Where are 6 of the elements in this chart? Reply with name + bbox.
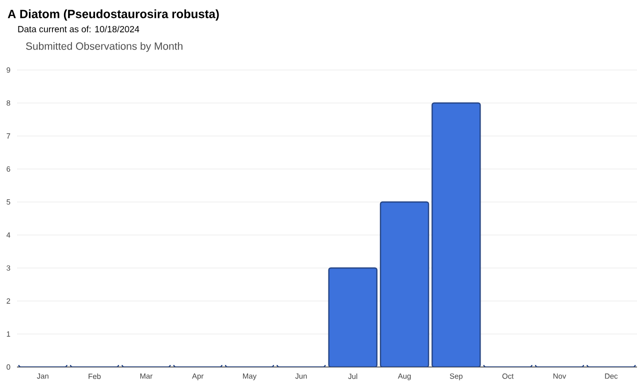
- bar: [380, 201, 430, 367]
- bar: [328, 267, 378, 367]
- chart-title: A Diatom (Pseudostaurosira robusta): [8, 9, 219, 21]
- bar: [432, 102, 481, 367]
- chart-subtitle: Data current as of: 10/18/2024: [18, 26, 140, 32]
- text: Submitted Observations by Month: [26, 42, 182, 52]
